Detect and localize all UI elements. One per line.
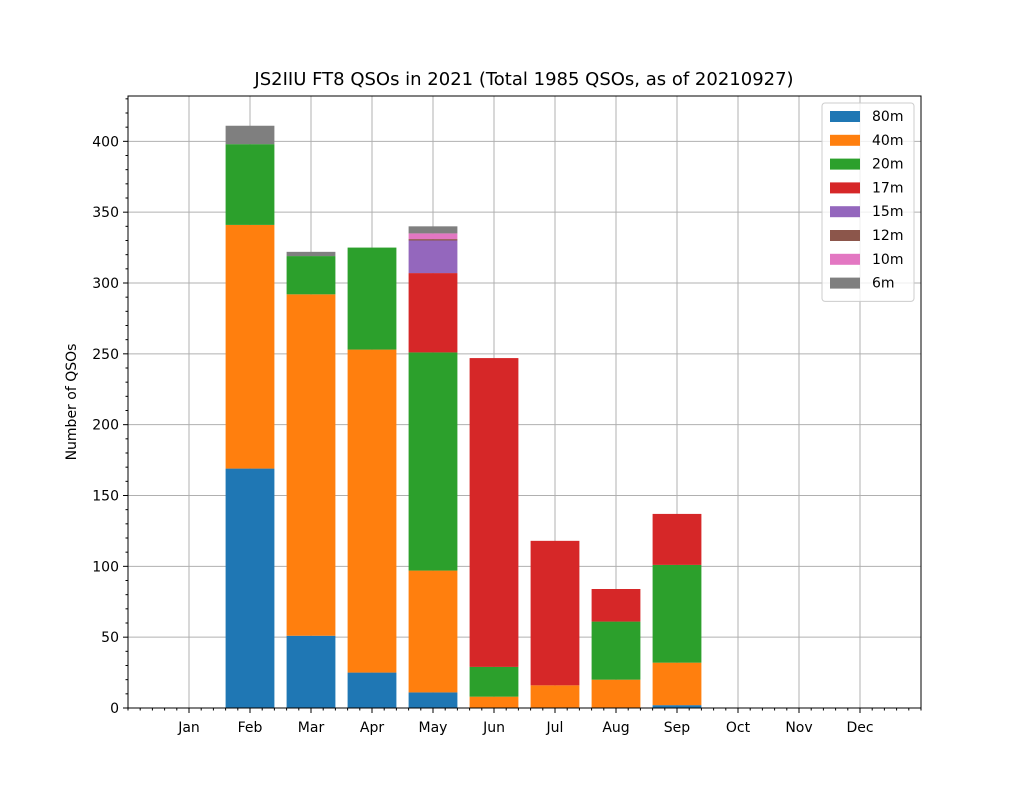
bar-80m-Mar bbox=[286, 635, 336, 708]
legend-swatch-20m bbox=[830, 158, 860, 170]
bar-17m-Aug bbox=[591, 589, 641, 622]
bar-40m-Apr bbox=[347, 349, 397, 673]
bar-17m-Jun bbox=[469, 358, 519, 667]
x-tick-label: Aug bbox=[602, 720, 629, 736]
axes-layer: 0 50 100 150 200 250 300 350 400 Jan Feb Mar Apr May J… bbox=[92, 95, 922, 736]
legend-label-40m: 40m bbox=[872, 133, 903, 149]
y-tick-label: 100 bbox=[92, 559, 119, 575]
bar-40m-Feb bbox=[225, 224, 275, 469]
legend-label-17m: 17m bbox=[872, 180, 903, 196]
grid-layer bbox=[128, 96, 921, 709]
bar-20m-Apr bbox=[347, 247, 397, 350]
x-tick-label: May bbox=[419, 720, 448, 736]
bar-6m-May bbox=[408, 226, 458, 234]
bar-6m-Feb bbox=[225, 125, 275, 145]
x-tick-label: Mar bbox=[298, 720, 325, 736]
bar-40m-Jul bbox=[530, 685, 580, 708]
bar-15m-May bbox=[408, 240, 458, 274]
bar-20m-Sep bbox=[652, 564, 702, 663]
legend-label-20m: 20m bbox=[872, 157, 903, 173]
legend-swatch-17m bbox=[830, 182, 860, 194]
y-tick-label: 250 bbox=[92, 347, 119, 363]
bar-12m-May bbox=[408, 239, 458, 241]
y-tick-label: 350 bbox=[92, 205, 119, 221]
x-tick-label: Oct bbox=[726, 720, 751, 736]
x-tick-label: Jul bbox=[546, 720, 564, 736]
bars-layer bbox=[225, 125, 702, 708]
bar-17m-Jul bbox=[530, 540, 580, 686]
legend-swatch-12m bbox=[830, 230, 860, 241]
legend-label-10m: 10m bbox=[872, 252, 903, 268]
bar-80m-Feb bbox=[225, 468, 275, 708]
bar-40m-Sep bbox=[652, 662, 702, 706]
bar-20m-Mar bbox=[286, 256, 336, 295]
legend-swatch-80m bbox=[830, 111, 860, 122]
y-tick-label: 200 bbox=[92, 418, 119, 434]
x-tick-label: Sep bbox=[664, 720, 691, 736]
legend-swatch-15m bbox=[830, 206, 860, 218]
y-tick-label: 50 bbox=[101, 630, 119, 646]
x-tick-label: Dec bbox=[846, 720, 873, 736]
x-tick-label: Jun bbox=[482, 720, 505, 736]
x-tick-label: Nov bbox=[785, 720, 812, 736]
legend-label-6m: 6m bbox=[872, 276, 895, 292]
bar-10m-May bbox=[408, 233, 458, 240]
y-tick-label: 400 bbox=[92, 134, 119, 150]
bar-20m-May bbox=[408, 352, 458, 571]
y-axis-label: Number of QSOs bbox=[64, 344, 80, 461]
bar-6m-Mar bbox=[286, 251, 336, 257]
legend: 80m 40m 20m 17m 15m 12m 10m 6m bbox=[821, 102, 915, 302]
legend-swatch-40m bbox=[830, 134, 860, 146]
legend-label-12m: 12m bbox=[872, 228, 903, 244]
legend-label-80m: 80m bbox=[872, 109, 903, 125]
bar-17m-Sep bbox=[652, 513, 702, 565]
x-tick-label: Jan bbox=[177, 720, 200, 736]
bar-40m-Jun bbox=[469, 696, 519, 708]
chart-title: JS2IIU FT8 QSOs in 2021 (Total 1985 QSOs… bbox=[253, 69, 793, 90]
x-tick-label: Feb bbox=[238, 720, 263, 736]
legend-swatch-6m bbox=[830, 277, 860, 289]
bar-20m-Feb bbox=[225, 144, 275, 225]
bar-80m-May bbox=[408, 692, 458, 708]
bar-80m-Apr bbox=[347, 672, 397, 708]
bar-20m-Aug bbox=[591, 621, 641, 680]
legend-label-15m: 15m bbox=[872, 204, 903, 220]
bar-40m-Mar bbox=[286, 294, 336, 636]
legend-box bbox=[821, 102, 915, 302]
y-tick-label: 0 bbox=[110, 701, 119, 717]
bar-80m-Sep bbox=[652, 705, 702, 708]
y-tick-label: 150 bbox=[92, 489, 119, 505]
x-tick-label: Apr bbox=[360, 720, 384, 736]
plot-frame bbox=[127, 95, 922, 709]
bar-40m-May bbox=[408, 570, 458, 693]
bar-20m-Jun bbox=[469, 666, 519, 697]
bar-17m-May bbox=[408, 273, 458, 353]
y-tick-label: 300 bbox=[92, 276, 119, 292]
legend-swatch-10m bbox=[830, 253, 860, 265]
bar-40m-Aug bbox=[591, 679, 641, 708]
